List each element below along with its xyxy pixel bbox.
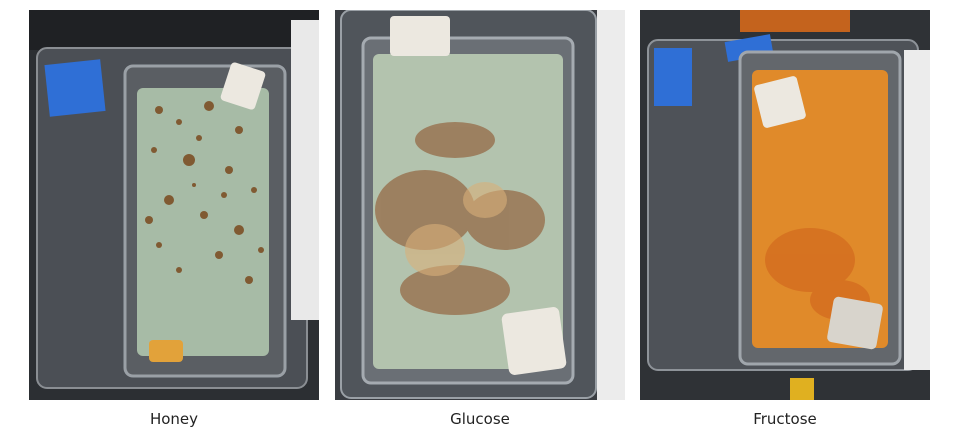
tray-photo-fructose	[640, 10, 930, 400]
caption-glucose: Glucose	[450, 410, 510, 428]
tray-photo-honey	[29, 10, 319, 400]
photo-glucose	[335, 10, 625, 400]
tray-photo-glucose	[335, 10, 625, 400]
caption-fructose: Fructose	[753, 410, 817, 428]
photo-honey	[29, 10, 319, 400]
photo-fructose	[640, 10, 930, 400]
caption-honey: Honey	[149, 410, 199, 428]
